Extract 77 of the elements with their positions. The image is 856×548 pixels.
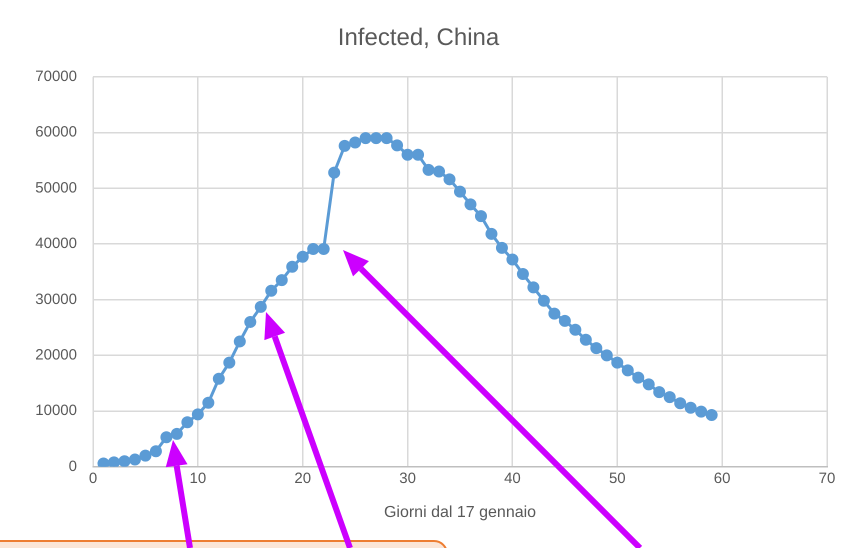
- point: [422, 164, 435, 176]
- point: [286, 260, 298, 273]
- point: [684, 402, 697, 414]
- x-tick-label: 50: [608, 470, 626, 487]
- y-tick-label: 60000: [35, 124, 77, 141]
- y-tick-label: 30000: [35, 290, 77, 308]
- y-tick-label: 0: [68, 458, 77, 475]
- point: [464, 198, 476, 210]
- y-tick-label: 50000: [35, 179, 77, 196]
- point: [244, 316, 256, 328]
- point: [318, 242, 330, 255]
- point: [569, 324, 582, 336]
- point: [548, 308, 560, 320]
- x-tick-label: 10: [190, 470, 206, 487]
- point: [454, 186, 466, 198]
- point: [380, 132, 393, 144]
- point: [128, 454, 141, 466]
- point: [695, 406, 708, 418]
- point: [97, 457, 110, 467]
- point: [370, 132, 382, 144]
- point: [212, 372, 225, 385]
- point: [328, 166, 340, 179]
- point: [150, 445, 162, 458]
- point: [664, 391, 676, 404]
- x-tick-label: 0: [88, 470, 98, 487]
- point: [118, 455, 130, 467]
- point: [412, 148, 424, 161]
- y-tick-label: 20000: [35, 346, 77, 364]
- point: [192, 408, 204, 420]
- point: [265, 284, 278, 297]
- point: [391, 139, 404, 152]
- x-tick-label: 40: [504, 470, 521, 487]
- point: [580, 334, 592, 346]
- point: [160, 431, 172, 444]
- y-tick-label: 40000: [35, 235, 77, 252]
- point: [338, 140, 351, 152]
- point: [496, 242, 508, 254]
- point: [139, 450, 152, 462]
- point: [506, 254, 518, 266]
- x-tick-label: 30: [399, 470, 416, 487]
- point: [276, 274, 288, 286]
- chart-title: Infected, China: [338, 24, 500, 52]
- point: [600, 349, 613, 362]
- point: [444, 173, 456, 186]
- point: [622, 364, 634, 376]
- point: [538, 294, 550, 307]
- point: [402, 148, 414, 161]
- point: [296, 250, 309, 263]
- point: [632, 372, 644, 384]
- point: [254, 300, 267, 313]
- point: [674, 397, 686, 410]
- y-tick-label: 10000: [35, 402, 77, 420]
- point: [527, 281, 540, 294]
- point: [590, 342, 602, 354]
- point: [234, 335, 246, 348]
- point: [706, 408, 718, 421]
- point: [360, 132, 372, 144]
- point: [611, 356, 624, 369]
- point: [307, 242, 320, 255]
- point: [181, 416, 194, 428]
- y-tick-label: 70000: [35, 68, 77, 85]
- x-tick-label: 60: [714, 470, 730, 487]
- point: [349, 136, 362, 149]
- point: [223, 356, 236, 369]
- x-tick-label: 70: [818, 470, 836, 487]
- x-axis-title: Giorni dal 17 gennaio: [384, 504, 536, 521]
- point: [642, 378, 655, 390]
- point: [516, 268, 529, 280]
- point: [474, 210, 487, 222]
- x-tick-label: 20: [294, 470, 312, 487]
- point: [558, 314, 571, 327]
- point: [485, 228, 498, 240]
- point: [108, 456, 120, 467]
- point: [653, 386, 666, 398]
- point: [170, 428, 183, 440]
- point: [202, 396, 214, 409]
- point: [433, 166, 446, 178]
